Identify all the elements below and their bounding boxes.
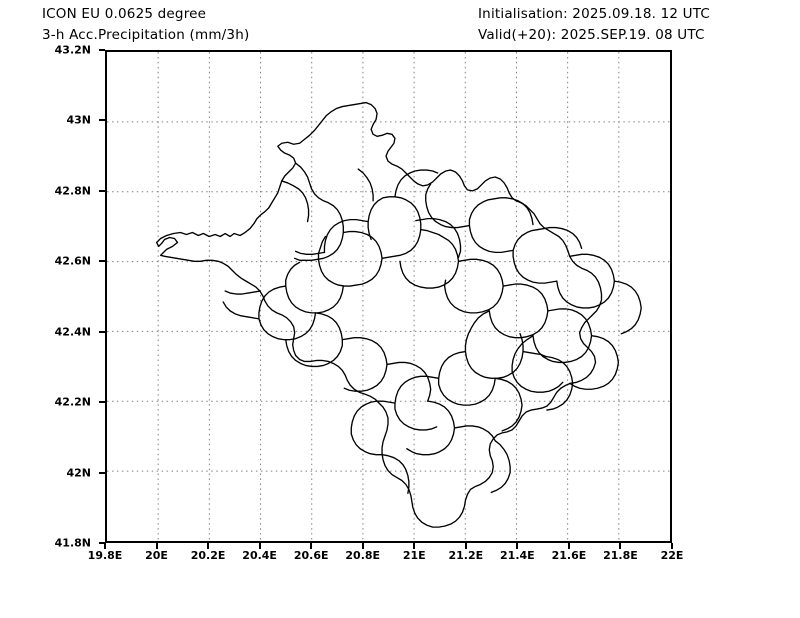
x-axis-tick-mark xyxy=(361,543,364,549)
municipality-boundary-25 xyxy=(406,400,456,456)
municipality-boundary-6 xyxy=(488,283,549,339)
municipality-boundary-2 xyxy=(317,230,383,287)
municipality-boundary-13 xyxy=(258,285,317,341)
x-axis-tick-mark xyxy=(567,543,570,549)
y-axis-tick-mark xyxy=(99,189,105,192)
x-axis-tick-mark xyxy=(104,543,106,549)
lat-lon-grid xyxy=(107,52,670,541)
x-axis-tick-label: 20E xyxy=(145,549,168,562)
national-border-outline xyxy=(155,101,603,528)
municipality-boundary-39 xyxy=(493,197,534,226)
model-title: ICON EU 0.0625 degree xyxy=(42,6,207,22)
x-axis-tick-mark xyxy=(671,543,673,549)
municipality-boundary-4 xyxy=(399,228,460,289)
municipality-boundary-32 xyxy=(357,168,374,202)
municipality-boundary-12 xyxy=(285,261,344,314)
y-axis-tick-mark xyxy=(99,401,105,404)
municipality-boundary-26 xyxy=(381,454,410,495)
y-axis-tick-mark xyxy=(99,119,105,122)
municipality-boundary-31 xyxy=(394,169,439,198)
municipality-boundary-8 xyxy=(464,310,524,380)
y-axis-tick-label: 41.8N xyxy=(54,536,91,550)
x-axis-tick-mark xyxy=(155,543,158,549)
map-plot-area xyxy=(105,50,672,543)
municipality-boundary-18 xyxy=(512,228,558,284)
kosovo-municipality-boundaries xyxy=(155,101,642,528)
x-axis-tick-label: 21.2E xyxy=(448,549,484,562)
municipality-boundary-21 xyxy=(569,335,620,390)
municipality-boundary-10 xyxy=(394,375,440,431)
municipality-boundary-27 xyxy=(453,425,496,442)
x-axis-tick-mark xyxy=(413,543,416,549)
initialisation-time: Initialisation: 2025.09.18. 12 UTC xyxy=(478,6,711,22)
municipality-boundary-19 xyxy=(468,198,514,254)
y-axis-tick-label: 42.4N xyxy=(54,325,91,339)
y-axis-tick-label: 42.6N xyxy=(54,254,91,268)
municipality-boundary-36 xyxy=(222,301,260,320)
x-axis-tick-label: 20.8E xyxy=(345,549,381,562)
municipality-boundary-5 xyxy=(443,258,504,314)
y-axis-tick-label: 42.2N xyxy=(54,395,91,409)
x-axis-tick-label: 21.4E xyxy=(500,549,535,562)
municipality-boundary-7 xyxy=(532,308,593,364)
x-axis-tick-mark xyxy=(516,543,519,549)
municipality-boundary-35 xyxy=(224,290,261,295)
municipality-boundary-34 xyxy=(281,180,310,223)
x-axis-tick-label: 20.4E xyxy=(242,549,277,562)
municipality-boundary-29 xyxy=(415,217,462,258)
municipality-boundary-1 xyxy=(293,162,344,261)
municipality-boundary-11 xyxy=(350,400,396,456)
x-axis-tick-label: 21.6E xyxy=(551,549,587,562)
municipality-boundary-40 xyxy=(294,250,326,256)
x-axis-tick-label: 22E xyxy=(660,549,684,562)
municipality-boundary-24 xyxy=(494,377,523,432)
municipality-boundary-3 xyxy=(367,196,422,259)
field-title: 3-h Acc.Precipitation (mm/3h) xyxy=(42,27,250,43)
municipality-boundary-22 xyxy=(511,335,564,393)
municipality-boundary-17 xyxy=(556,253,616,309)
x-axis-tick-label: 20.6E xyxy=(293,549,329,562)
y-axis-tick-mark xyxy=(99,471,105,474)
municipality-boundary-9 xyxy=(437,350,496,406)
municipality-boundary-37 xyxy=(613,280,642,335)
y-axis-tick-label: 42N xyxy=(66,466,91,480)
valid-time: Valid(+20): 2025.SEP.19. 08 UTC xyxy=(478,27,705,43)
y-axis-tick-label: 43.2N xyxy=(54,43,91,57)
y-axis-tick-label: 42.8N xyxy=(54,184,91,198)
municipality-boundary-14 xyxy=(285,312,343,368)
x-axis-tick-label: 21.8E xyxy=(603,549,638,562)
municipality-boundary-20 xyxy=(425,183,471,229)
municipality-boundary-33 xyxy=(490,440,511,494)
x-axis-tick-label: 19.8E xyxy=(87,549,123,562)
x-axis-tick-mark xyxy=(207,543,210,549)
y-axis-tick-label: 43N xyxy=(66,113,91,127)
y-axis-tick-mark xyxy=(99,49,105,51)
x-axis-tick-label: 20.2E xyxy=(190,549,226,562)
y-axis-tick-mark xyxy=(99,260,105,263)
x-axis-tick-mark xyxy=(464,543,467,549)
x-axis-tick-label: 21E xyxy=(402,549,426,562)
y-axis-tick-mark xyxy=(99,330,105,333)
municipality-boundary-30 xyxy=(323,218,369,254)
municipality-boundary-38 xyxy=(537,226,583,250)
y-axis-tick-mark xyxy=(99,542,105,544)
municipality-boundary-23 xyxy=(522,350,547,358)
x-axis-tick-mark xyxy=(310,543,313,549)
municipality-boundary-16 xyxy=(386,361,432,402)
x-axis-tick-mark xyxy=(258,543,261,549)
municipality-boundary-28 xyxy=(545,355,574,411)
x-axis-tick-mark xyxy=(619,543,622,549)
